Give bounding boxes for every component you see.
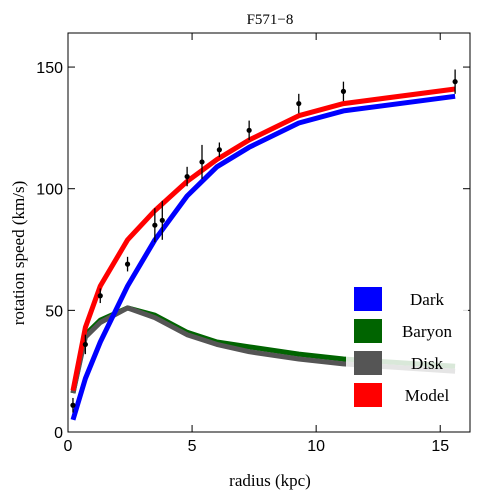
legend-swatch-disk bbox=[354, 351, 382, 375]
x-tick-label: 10 bbox=[307, 438, 325, 455]
y-tick-label: 100 bbox=[36, 182, 63, 199]
y-tick-label: 50 bbox=[45, 303, 63, 320]
data-point bbox=[199, 159, 205, 165]
legend-swatch-baryon bbox=[354, 319, 382, 343]
y-tick-label: 0 bbox=[54, 425, 63, 442]
x-tick-label: 0 bbox=[64, 438, 73, 455]
chart-title: F571−8 bbox=[247, 12, 294, 28]
y-tick-label: 150 bbox=[36, 60, 63, 77]
legend: Dark Baryon Disk Model bbox=[346, 276, 468, 420]
data-point bbox=[184, 173, 190, 180]
data-point bbox=[70, 402, 76, 408]
data-point bbox=[296, 100, 302, 107]
legend-swatch-dark bbox=[354, 287, 382, 311]
y-axis-title: rotation speed (km/s) bbox=[9, 181, 28, 325]
legend-label-dark: Dark bbox=[410, 290, 444, 309]
data-point bbox=[124, 261, 131, 267]
legend-label-baryon: Baryon bbox=[402, 322, 453, 341]
legend-label-disk: Disk bbox=[411, 354, 444, 373]
legend-label-model: Model bbox=[405, 386, 450, 405]
data-point bbox=[452, 79, 458, 85]
data-point bbox=[216, 147, 222, 153]
data-point bbox=[82, 341, 88, 348]
data-point bbox=[97, 293, 103, 299]
series-line-disk bbox=[70, 305, 456, 394]
legend-swatch-model bbox=[354, 383, 382, 407]
plot-frame bbox=[67, 32, 471, 433]
x-tick-label: 15 bbox=[431, 438, 449, 455]
data-point bbox=[159, 217, 165, 223]
data-point bbox=[246, 127, 252, 133]
x-axis-title: radius (kpc) bbox=[229, 471, 311, 490]
x-tick-label: 5 bbox=[188, 438, 197, 455]
data-point bbox=[152, 222, 158, 228]
data-point bbox=[340, 88, 347, 94]
series-line-dark bbox=[70, 93, 456, 421]
